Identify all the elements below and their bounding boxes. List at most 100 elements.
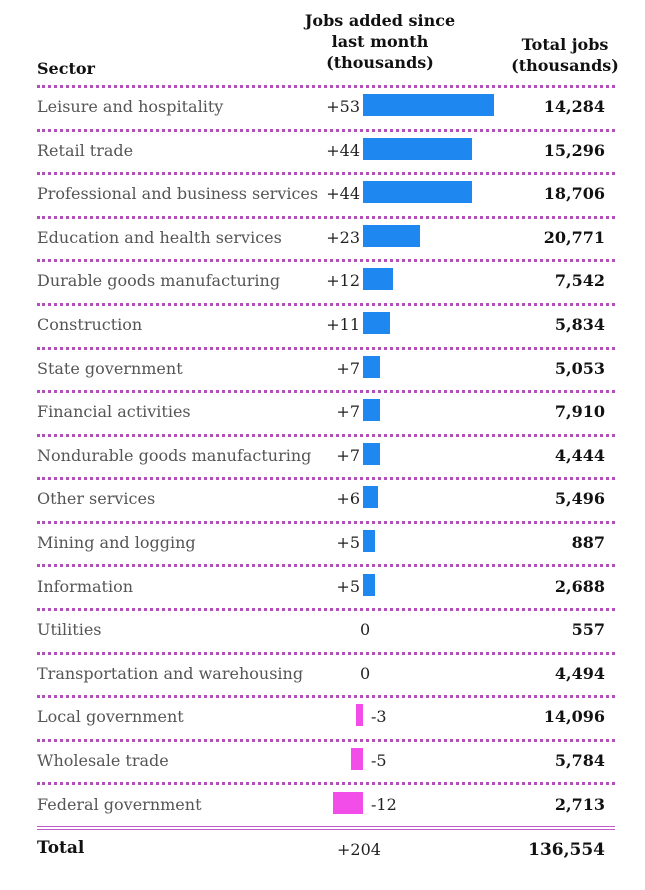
positive-bar [363, 443, 381, 465]
jobs-added-value: +6 [336, 489, 360, 508]
jobs-added-value: +23 [326, 228, 360, 247]
table-row: Leisure and hospitality +53 14,284 [0, 94, 645, 120]
jobs-added-value: +11 [326, 315, 360, 334]
table-row: Information +5 2,688 [0, 574, 645, 600]
table-row: Federal government -12 2,713 [0, 792, 645, 818]
total-jobs-value: 4,494 [554, 664, 605, 683]
total-jobs-header-line2: (thousands) [511, 56, 619, 75]
row-divider [37, 739, 615, 742]
table-row: Construction +11 5,834 [0, 312, 645, 338]
row-divider [37, 347, 615, 350]
sector-label: Durable goods manufacturing [37, 271, 281, 290]
positive-bar [363, 181, 472, 203]
table-row: State government +7 5,053 [0, 356, 645, 382]
table-row: Nondurable goods manufacturing +7 4,444 [0, 443, 645, 469]
row-divider [37, 608, 615, 611]
jobs-added-value: +53 [326, 97, 360, 116]
sector-label: Wholesale trade [37, 751, 169, 770]
sector-label: Information [37, 577, 134, 596]
jobs-added-header-line2: last month [331, 32, 429, 51]
sector-label: Leisure and hospitality [37, 97, 224, 116]
negative-bar [355, 704, 363, 726]
total-jobs-value: 2,688 [554, 577, 605, 596]
jobs-added-column-header: Jobs added since last month (thousands) [300, 10, 460, 73]
jobs-added-value: +7 [336, 359, 360, 378]
total-jobs-value: 7,542 [554, 271, 605, 290]
sector-label: Utilities [37, 620, 102, 639]
jobs-added-value: +12 [326, 271, 360, 290]
total-jobs-value: 14,284 [543, 97, 605, 116]
jobs-added-header-line3: (thousands) [326, 53, 434, 72]
total-jobs-header-line1: Total jobs [521, 35, 609, 54]
table-row: Financial activities +7 7,910 [0, 399, 645, 425]
row-divider [37, 390, 615, 393]
total-label: Total [37, 838, 85, 858]
jobs-added-value: +5 [336, 577, 360, 596]
total-jobs-value: 18,706 [543, 184, 605, 203]
table-row: Other services +6 5,496 [0, 486, 645, 512]
row-divider [37, 303, 615, 306]
total-jobs-value: 887 [571, 533, 605, 552]
sector-label: State government [37, 359, 183, 378]
table-row: Local government -3 14,096 [0, 704, 645, 730]
total-jobs-value: 5,496 [554, 489, 605, 508]
total-jobs-value: 136,554 [528, 840, 605, 860]
row-divider [37, 129, 615, 132]
jobs-added-header-line1: Jobs added since [304, 11, 456, 30]
total-jobs-value: 20,771 [543, 228, 605, 247]
sector-label: Nondurable goods manufacturing [37, 446, 312, 465]
table-row: Retail trade +44 15,296 [0, 138, 645, 164]
total-jobs-value: 2,713 [554, 795, 605, 814]
table-row: Professional and business services +44 18,… [0, 181, 645, 207]
jobs-added-value: +7 [336, 446, 360, 465]
total-change: +204 [337, 840, 381, 859]
jobs-added-value: -12 [371, 795, 397, 814]
positive-bar [363, 138, 472, 160]
jobs-added-value: 0 [360, 620, 371, 639]
positive-bar [363, 94, 494, 116]
jobs-added-value: -5 [371, 751, 387, 770]
positive-bar [363, 530, 376, 552]
jobs-added-value: +5 [336, 533, 360, 552]
total-jobs-value: 5,834 [554, 315, 605, 334]
total-jobs-value: 15,296 [543, 141, 605, 160]
row-divider [37, 216, 615, 219]
sector-label: Financial activities [37, 402, 191, 421]
sector-label: Federal government [37, 795, 202, 814]
total-jobs-value: 7,910 [554, 402, 605, 421]
row-divider [37, 564, 615, 567]
total-jobs-value: 557 [571, 620, 605, 639]
total-divider [37, 826, 615, 830]
positive-bar [363, 574, 376, 596]
total-jobs-value: 14,096 [543, 707, 605, 726]
table-row: Education and health services +23 20,771 [0, 225, 645, 251]
total-jobs-value: 5,053 [554, 359, 605, 378]
table-row: Mining and logging +5 887 [0, 530, 645, 556]
jobs-added-value: -3 [371, 707, 387, 726]
row-divider [37, 172, 615, 175]
table-row: Transportation and warehousing 0 4,494 [0, 661, 645, 687]
total-jobs-value: 5,784 [554, 751, 605, 770]
sector-label: Local government [37, 707, 184, 726]
sector-label: Retail trade [37, 141, 134, 160]
row-divider [37, 434, 615, 437]
sector-label: Transportation and warehousing [37, 664, 304, 683]
positive-bar [363, 312, 391, 334]
row-divider [37, 652, 615, 655]
positive-bar [363, 356, 381, 378]
negative-bar [333, 792, 363, 814]
row-divider [37, 695, 615, 698]
table-row: Wholesale trade -5 5,784 [0, 748, 645, 774]
table-row: Durable goods manufacturing +12 7,542 [0, 268, 645, 294]
sector-label: Mining and logging [37, 533, 196, 552]
negative-bar [350, 748, 363, 770]
jobs-added-value: +44 [326, 184, 360, 203]
total-jobs-value: 4,444 [554, 446, 605, 465]
table-row: Utilities 0 557 [0, 617, 645, 643]
sector-label: Construction [37, 315, 143, 334]
jobs-added-value: 0 [360, 664, 371, 683]
positive-bar [363, 225, 420, 247]
sector-label: Other services [37, 489, 156, 508]
row-divider [37, 521, 615, 524]
positive-bar [363, 399, 381, 421]
